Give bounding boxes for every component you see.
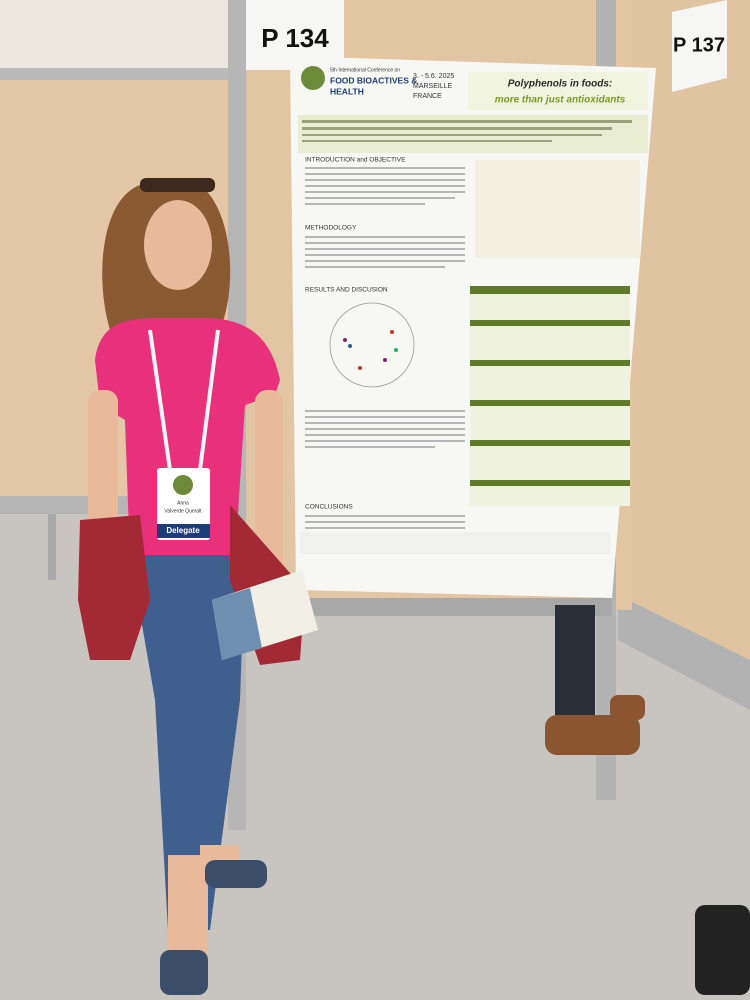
badge [157,468,210,540]
left-board-frame [0,68,235,80]
visitor-shoes [545,715,640,755]
badge-name: Anna [177,500,189,506]
body-text [305,236,465,268]
authors-text [302,120,632,142]
logos-strip [300,532,610,554]
bag [695,905,750,995]
poster-number-sign [672,0,727,92]
poster-number: P 134 [261,23,329,53]
lanyard [198,329,220,471]
poster-number: P 137 [673,34,725,56]
badge-role-band [157,524,210,538]
section-heading: CONCLUSIONS [305,504,353,511]
visitor-shoes [610,695,645,720]
section-heading: INTRODUCTION and OBJECTIVE [305,157,406,164]
conference-country: FRANCE [413,93,442,100]
conference-name: HEALTH [330,86,364,96]
conference-logo [301,66,325,90]
badge-logo [173,475,193,495]
right-board-frame [618,595,750,710]
ceiling [0,0,240,70]
conference-line: 5th International Conference on [330,67,400,73]
person [78,178,318,995]
section-heading: METHODOLOGY [305,225,357,232]
pca-points [343,330,398,370]
lanyard [148,329,172,471]
right-board [628,0,750,700]
support-leg [48,514,56,580]
poster-title: more than just antioxidants [495,95,626,106]
body-text [305,410,465,448]
board-frame [232,598,612,616]
body-text [305,167,465,205]
pca-plot [329,302,415,388]
conference-dates: 3. - 5.6. 2025 [413,73,454,80]
conference-city: MARSEILLE [413,83,453,90]
section-heading: RESULTS AND DISCUSION [305,287,388,294]
procedure-diagram [475,160,640,258]
badge-role: Delegate [166,526,200,535]
conference-name: FOOD BIOACTIVES & [330,75,417,85]
badge-name: Valverde Queralt [164,508,202,514]
visitor-legs [555,605,595,725]
poster-title: Polyphenols in foods: [508,79,612,90]
results-table [470,286,630,506]
title-box [468,72,648,110]
